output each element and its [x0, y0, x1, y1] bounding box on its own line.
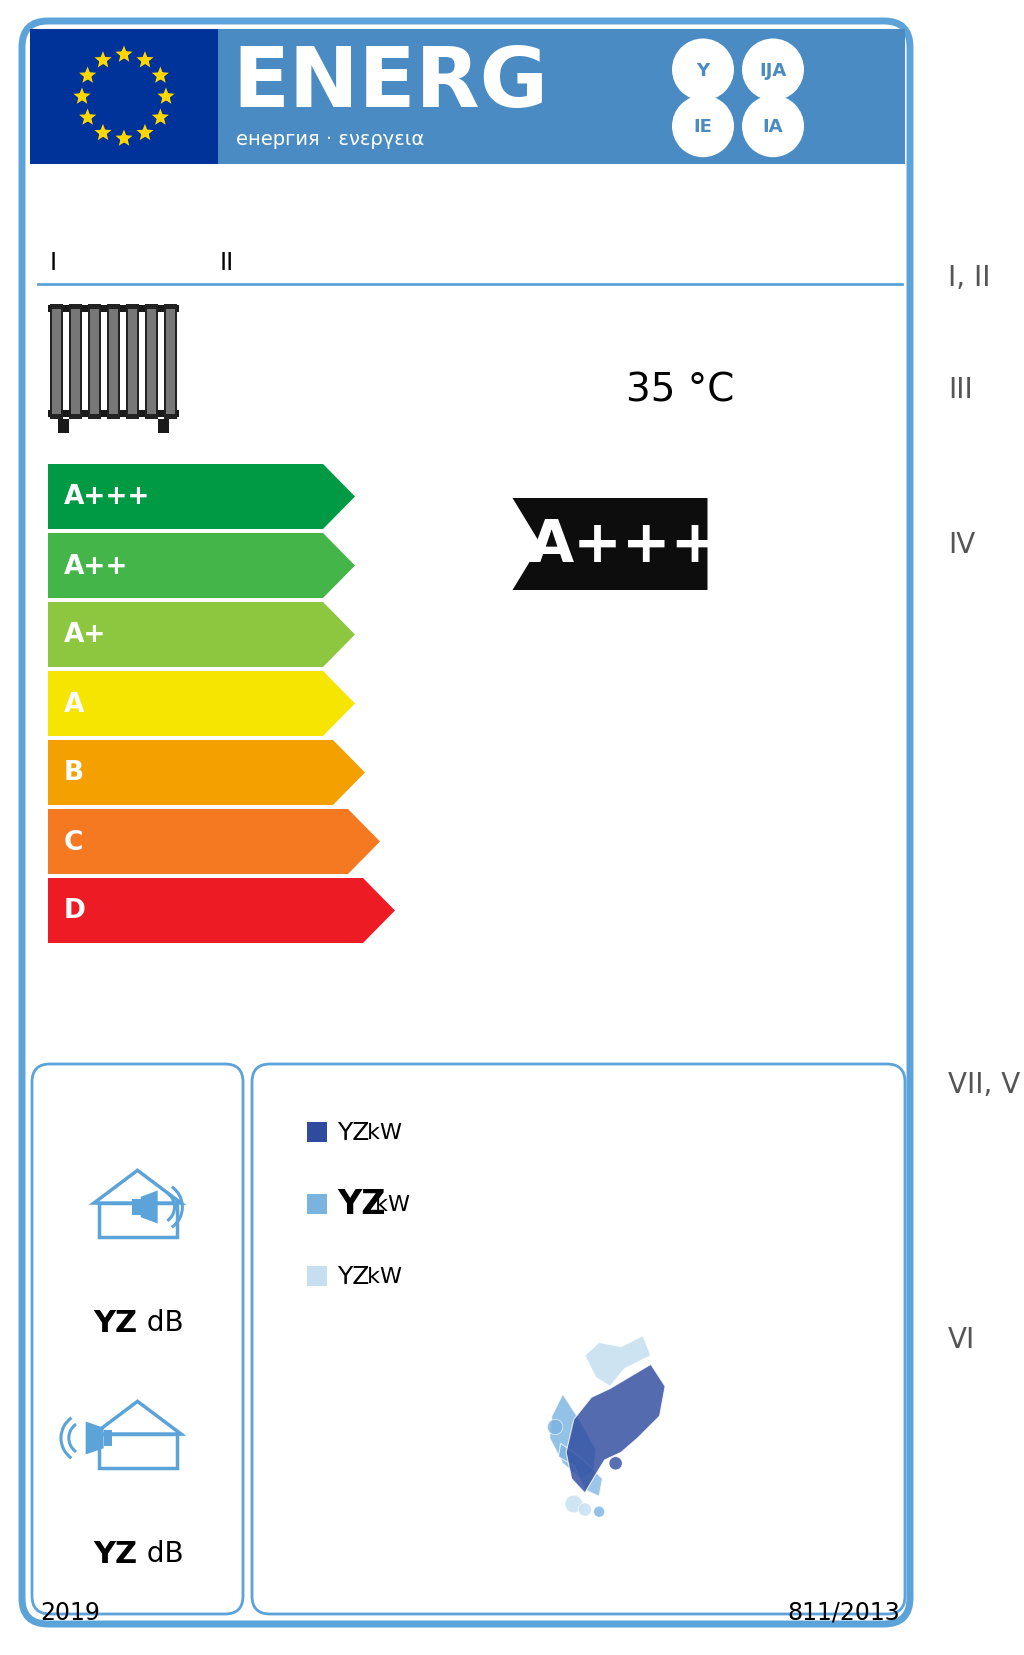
Polygon shape: [94, 124, 112, 141]
Polygon shape: [512, 498, 708, 591]
Text: A+: A+: [63, 622, 106, 649]
Polygon shape: [116, 46, 132, 63]
Text: YZ: YZ: [93, 1539, 137, 1567]
Bar: [48, 306, 179, 313]
Bar: [307, 1266, 327, 1286]
Text: B: B: [63, 760, 84, 786]
Bar: [103, 1430, 112, 1446]
Text: енергия · ενεργεια: енергия · ενεργεια: [236, 131, 424, 149]
Text: ENERG: ENERG: [232, 43, 548, 124]
Circle shape: [579, 1503, 592, 1516]
Text: VI: VI: [948, 1326, 975, 1354]
Text: D: D: [63, 899, 86, 923]
Circle shape: [565, 1496, 583, 1513]
Polygon shape: [48, 809, 380, 874]
Polygon shape: [79, 109, 96, 126]
Text: YZ: YZ: [337, 1120, 370, 1144]
Text: dB: dB: [137, 1539, 183, 1567]
Polygon shape: [48, 879, 395, 943]
Text: II: II: [220, 252, 234, 275]
Polygon shape: [550, 1394, 596, 1480]
Polygon shape: [585, 1336, 651, 1387]
Bar: [158, 420, 169, 434]
Polygon shape: [558, 1443, 602, 1496]
Bar: [48, 410, 179, 417]
Text: 35 °C: 35 °C: [626, 371, 734, 409]
FancyBboxPatch shape: [252, 1064, 905, 1614]
Bar: [52, 309, 61, 415]
Polygon shape: [48, 533, 355, 599]
Text: IE: IE: [693, 118, 713, 136]
Text: kW: kW: [369, 1195, 411, 1215]
Text: I: I: [50, 252, 57, 275]
Circle shape: [672, 40, 734, 101]
Bar: [98, 1203, 176, 1238]
Polygon shape: [152, 109, 169, 126]
Bar: [69, 305, 82, 420]
Text: A: A: [63, 692, 84, 717]
Bar: [307, 1122, 327, 1142]
Text: IA: IA: [763, 118, 783, 136]
Polygon shape: [566, 1364, 666, 1493]
Polygon shape: [48, 602, 355, 667]
Polygon shape: [86, 1422, 103, 1455]
Bar: [50, 305, 63, 420]
Circle shape: [594, 1506, 604, 1518]
Polygon shape: [152, 68, 169, 84]
Circle shape: [742, 40, 804, 101]
Text: dB: dB: [137, 1309, 183, 1337]
Bar: [30, 30, 218, 166]
Text: IJA: IJA: [760, 61, 786, 79]
Circle shape: [548, 1420, 563, 1435]
Bar: [71, 309, 80, 415]
Text: A++: A++: [63, 553, 128, 579]
Polygon shape: [136, 124, 154, 141]
Text: III: III: [948, 376, 973, 404]
Polygon shape: [158, 88, 174, 104]
Bar: [307, 1195, 327, 1215]
Polygon shape: [48, 465, 355, 530]
Bar: [106, 305, 120, 420]
Polygon shape: [48, 672, 355, 736]
Text: YZ: YZ: [337, 1188, 385, 1221]
Polygon shape: [136, 51, 154, 68]
FancyBboxPatch shape: [22, 22, 910, 1624]
Bar: [166, 309, 175, 415]
Bar: [164, 305, 177, 420]
Text: A+++: A+++: [63, 485, 151, 510]
Text: 2019: 2019: [40, 1600, 100, 1624]
Text: VII, V: VII, V: [948, 1071, 1020, 1099]
Polygon shape: [94, 51, 112, 68]
Bar: [132, 1200, 141, 1215]
Bar: [128, 309, 137, 415]
Text: C: C: [63, 829, 83, 856]
Circle shape: [742, 96, 804, 159]
FancyBboxPatch shape: [32, 1064, 243, 1614]
Text: A+++: A+++: [528, 516, 720, 573]
Text: kW: kW: [360, 1122, 402, 1142]
Bar: [218, 30, 905, 166]
Text: YZ: YZ: [337, 1264, 370, 1288]
Circle shape: [609, 1456, 623, 1470]
Bar: [145, 305, 158, 420]
Bar: [58, 420, 69, 434]
Bar: [88, 305, 101, 420]
Polygon shape: [116, 131, 132, 147]
Bar: [98, 1435, 176, 1468]
Polygon shape: [74, 88, 90, 104]
Polygon shape: [48, 740, 365, 806]
Circle shape: [672, 96, 734, 159]
Text: kW: kW: [360, 1266, 402, 1286]
Bar: [90, 309, 99, 415]
Text: Y: Y: [696, 61, 710, 79]
Text: I, II: I, II: [948, 263, 990, 291]
Text: IV: IV: [948, 531, 975, 559]
Text: YZ: YZ: [93, 1307, 137, 1337]
Bar: [109, 309, 118, 415]
Bar: [126, 305, 139, 420]
Bar: [147, 309, 156, 415]
Text: 811/2013: 811/2013: [787, 1600, 900, 1624]
Polygon shape: [79, 68, 96, 84]
Polygon shape: [141, 1190, 158, 1223]
